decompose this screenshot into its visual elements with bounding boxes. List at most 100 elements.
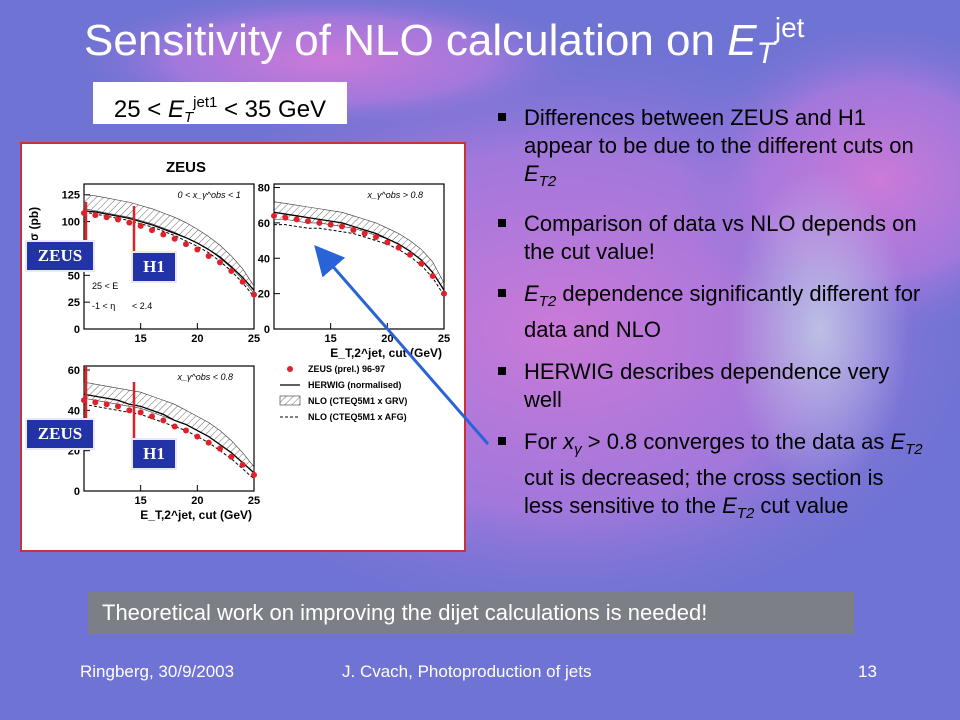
data-point bbox=[384, 239, 391, 246]
plot-frame bbox=[273, 183, 445, 330]
inset-label: -1 < η bbox=[92, 301, 115, 311]
data-point bbox=[103, 214, 110, 221]
data-point bbox=[373, 234, 379, 241]
panel-annotation: x_γ^obs > 0.8 bbox=[367, 190, 424, 200]
footer-page-number: 13 bbox=[858, 662, 877, 681]
data-point bbox=[418, 260, 425, 267]
data-point bbox=[217, 259, 223, 266]
x-tick-label: 25 bbox=[248, 333, 260, 345]
inset-label: < 2.4 bbox=[132, 301, 152, 311]
data-point bbox=[115, 216, 121, 223]
legend-marker bbox=[287, 366, 293, 372]
y-tick-label: 40 bbox=[258, 253, 270, 265]
x-axis-label: E_T,2^jet, cut (GeV) bbox=[140, 508, 252, 522]
data-point bbox=[103, 401, 110, 408]
bullet-item: Differences between ZEUS and H1 appear t… bbox=[496, 104, 926, 196]
y-tick-label: 40 bbox=[68, 405, 80, 417]
data-point bbox=[339, 223, 345, 230]
y-tick-label: 0 bbox=[264, 324, 270, 336]
data-point bbox=[239, 278, 246, 285]
x-tick-label: 25 bbox=[248, 495, 260, 507]
herwig-line bbox=[83, 393, 255, 474]
data-point bbox=[194, 246, 201, 253]
bullet-list: Differences between ZEUS and H1 appear t… bbox=[496, 104, 926, 542]
y-tick-label: 125 bbox=[62, 190, 80, 202]
data-point bbox=[327, 221, 334, 228]
y-tick-label: 0 bbox=[74, 324, 80, 336]
x-tick-label: 20 bbox=[191, 333, 203, 345]
bullet-item: For xγ > 0.8 converges to the data as ET… bbox=[496, 428, 926, 528]
data-point bbox=[429, 272, 436, 279]
nlo-afg-line bbox=[83, 403, 255, 480]
data-point bbox=[361, 230, 368, 237]
data-point bbox=[183, 427, 189, 434]
y-tick-label: 80 bbox=[258, 183, 270, 195]
y-tick-label: 50 bbox=[68, 270, 80, 282]
cross-section-plots: 02550751001251520250 < x_γ^obs < 1ZEUSσ … bbox=[27, 159, 450, 522]
herwig-line bbox=[83, 210, 255, 291]
legend-marker bbox=[279, 395, 301, 406]
zeus-tag-bottom: ZEUS bbox=[25, 418, 95, 450]
x-tick-label: 20 bbox=[381, 333, 393, 345]
bullet-item: ET2 dependence significantly different f… bbox=[496, 280, 926, 344]
zeus-tag-top: ZEUS bbox=[25, 240, 95, 272]
data-point bbox=[251, 291, 257, 298]
x-tick-label: 20 bbox=[191, 495, 203, 507]
y-tick-label: 20 bbox=[258, 289, 270, 301]
data-point bbox=[228, 453, 235, 460]
data-point bbox=[293, 216, 300, 223]
data-point bbox=[239, 461, 246, 468]
data-point bbox=[92, 212, 99, 219]
data-point bbox=[217, 445, 223, 452]
y-tick-label: 0 bbox=[74, 486, 80, 498]
data-point bbox=[395, 244, 402, 251]
data-point bbox=[441, 290, 447, 297]
data-point bbox=[137, 222, 144, 229]
nlo-grv-band bbox=[273, 201, 445, 292]
data-point bbox=[350, 226, 357, 233]
slide-title: Sensitivity of NLO calculation on ETjet bbox=[84, 12, 805, 70]
chart-title: ZEUS bbox=[166, 159, 206, 176]
h1-tag-top: H1 bbox=[131, 251, 177, 283]
legend-entry: NLO (CTEQ5M1 x GRV) bbox=[308, 396, 407, 406]
zeus-plot-figure: 02550751001251520250 < x_γ^obs < 1ZEUSσ … bbox=[20, 142, 466, 552]
h1-tag-bottom: H1 bbox=[131, 438, 177, 470]
data-point bbox=[126, 407, 133, 414]
footer-talk-title: J. Cvach, Photoproduction of jets bbox=[342, 662, 592, 681]
data-point bbox=[194, 433, 201, 440]
panel-annotation: x_γ^obs < 0.8 bbox=[177, 372, 234, 382]
legend-entry: ZEUS (prel.) 96-97 bbox=[308, 364, 385, 374]
legend-entry: NLO (CTEQ5M1 x AFG) bbox=[308, 412, 407, 422]
footer-location-date: Ringberg, 30/9/2003 bbox=[80, 662, 235, 681]
data-point bbox=[149, 413, 155, 420]
y-tick-label: 100 bbox=[62, 217, 80, 229]
data-point bbox=[171, 235, 178, 242]
x-tick-label: 15 bbox=[135, 333, 147, 345]
data-point bbox=[205, 439, 212, 446]
data-point bbox=[126, 219, 133, 226]
data-point bbox=[171, 423, 178, 430]
inset-label: 25 < E bbox=[92, 281, 118, 291]
data-point bbox=[92, 399, 99, 406]
et-range-label: 25 < ETjet1 < 35 GeV bbox=[93, 82, 347, 126]
data-point bbox=[183, 241, 189, 248]
herwig-line bbox=[273, 211, 445, 291]
bullet-item: Comparison of data vs NLO depends on the… bbox=[496, 210, 926, 266]
y-axis-label: σ (pb) bbox=[27, 207, 41, 241]
x-tick-label: 25 bbox=[438, 333, 450, 345]
y-tick-label: 60 bbox=[68, 365, 80, 377]
y-tick-label: 25 bbox=[68, 297, 80, 309]
data-point bbox=[149, 227, 155, 234]
data-point bbox=[407, 251, 413, 258]
legend-entry: HERWIG (normalised) bbox=[308, 380, 401, 390]
data-point bbox=[160, 231, 167, 238]
x-tick-label: 15 bbox=[325, 333, 337, 345]
nlo-afg-line bbox=[274, 224, 445, 296]
data-point bbox=[251, 471, 257, 478]
y-tick-label: 60 bbox=[258, 218, 270, 230]
data-point bbox=[282, 214, 289, 221]
x-tick-label: 15 bbox=[135, 495, 147, 507]
x-axis-label: E_T,2^jet, cut (GeV) bbox=[330, 346, 442, 360]
nlo-afg-line bbox=[83, 211, 255, 298]
bullet-item: HERWIG describes dependence very well bbox=[496, 358, 926, 414]
